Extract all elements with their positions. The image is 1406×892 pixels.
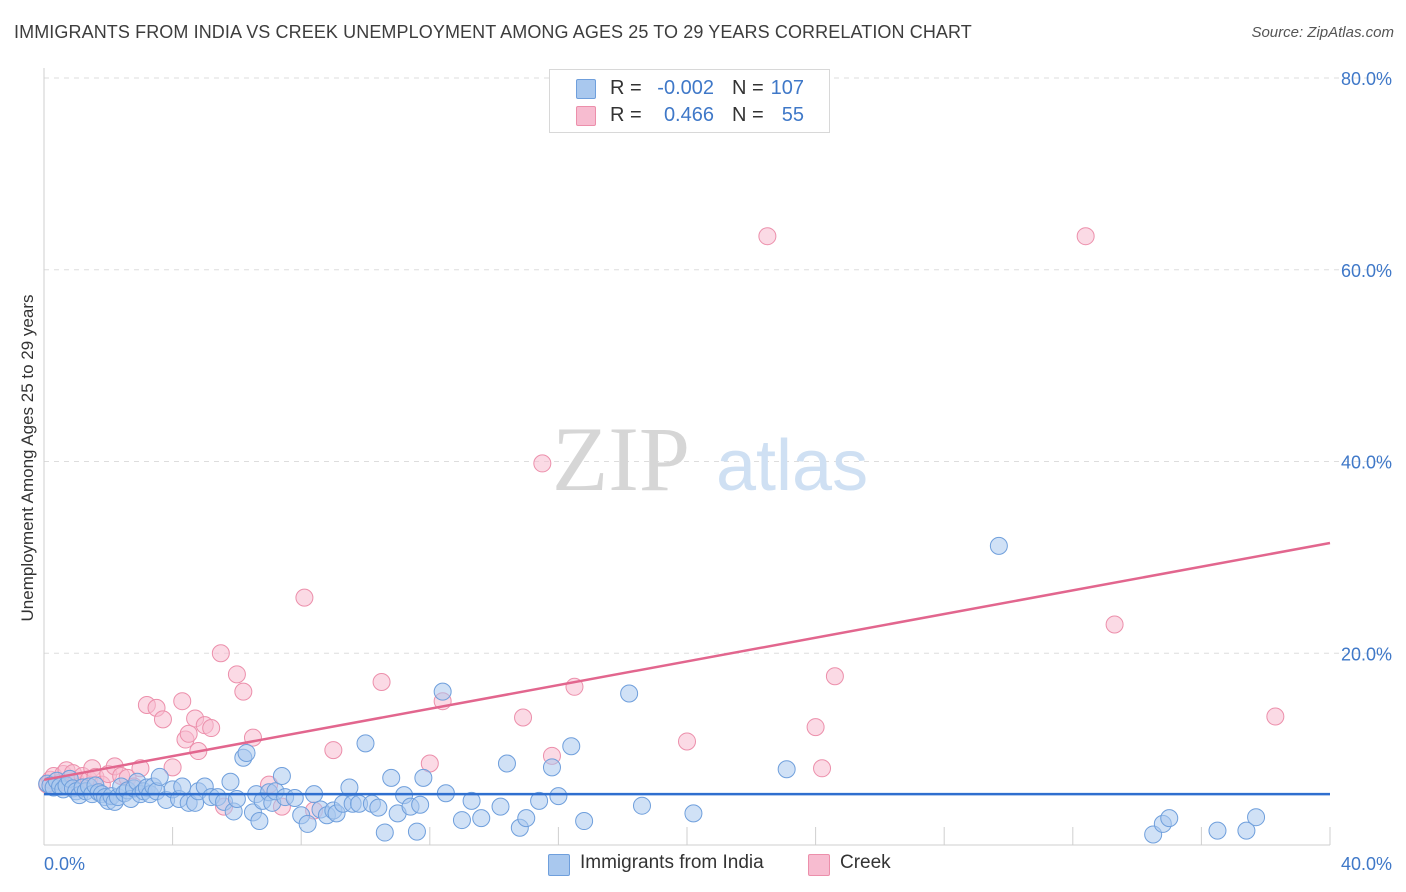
india-point bbox=[620, 684, 639, 703]
correlation-legend: R = -0.002 N = 107 R = 0.466 N = 55 bbox=[549, 69, 830, 133]
creek-point bbox=[179, 724, 198, 743]
india-point bbox=[1208, 821, 1227, 840]
creek-point bbox=[372, 673, 391, 692]
india-point bbox=[285, 789, 304, 808]
india-point bbox=[1237, 821, 1256, 840]
india-point bbox=[414, 768, 433, 787]
creek-point bbox=[1076, 227, 1095, 246]
creek-point bbox=[227, 665, 246, 684]
india-point bbox=[1160, 809, 1179, 828]
creek-point bbox=[295, 588, 314, 607]
creek-point bbox=[825, 667, 844, 686]
y-tick-label: 20.0% bbox=[1341, 644, 1392, 664]
india-point bbox=[237, 743, 256, 762]
watermark-zip: ZIP bbox=[552, 408, 690, 510]
legend-label-creek: Creek bbox=[840, 852, 891, 873]
india-point bbox=[575, 812, 594, 831]
creek-point bbox=[202, 719, 221, 738]
india-point bbox=[369, 798, 388, 817]
india-point bbox=[375, 823, 394, 842]
india-point bbox=[411, 795, 430, 814]
chart-title: IMMIGRANTS FROM INDIA VS CREEK UNEMPLOYM… bbox=[14, 22, 972, 42]
india-point bbox=[407, 822, 426, 841]
legend-n-value-creek: 55 bbox=[781, 104, 804, 126]
creek-point bbox=[678, 732, 696, 751]
india-point bbox=[777, 760, 796, 779]
legend-n-label: N = bbox=[732, 77, 764, 99]
x-tick-label: 0.0% bbox=[44, 854, 85, 874]
legend-r-value-india: -0.002 bbox=[657, 77, 714, 99]
india-point bbox=[684, 804, 703, 823]
india-point bbox=[221, 772, 240, 791]
creek-point bbox=[324, 741, 343, 760]
india-point bbox=[562, 737, 581, 756]
legend-row-india: R = -0.002 N = 107 bbox=[550, 75, 829, 101]
india-point bbox=[150, 767, 169, 786]
legend-r-label: R = bbox=[610, 77, 642, 99]
india-point bbox=[272, 766, 291, 785]
creek-point bbox=[211, 644, 230, 663]
legend-swatch-india bbox=[548, 854, 570, 876]
source-label: Source: ZipAtlas.com bbox=[1251, 24, 1394, 41]
legend-n-value-india: 107 bbox=[770, 77, 804, 99]
legend-n-label: N = bbox=[732, 104, 764, 126]
creek-point bbox=[806, 718, 825, 737]
india-point bbox=[433, 682, 452, 701]
creek-point bbox=[533, 454, 552, 473]
legend-r-label: R = bbox=[610, 104, 642, 126]
y-tick-label: 60.0% bbox=[1341, 261, 1392, 281]
india-point bbox=[542, 758, 561, 777]
creek-trend-line bbox=[43, 541, 1331, 782]
y-tick-label: 80.0% bbox=[1341, 69, 1392, 89]
legend-swatch-creek bbox=[576, 106, 596, 126]
india-point bbox=[497, 754, 516, 773]
india-point bbox=[517, 809, 536, 828]
creek-point bbox=[758, 227, 777, 246]
creek-point bbox=[163, 758, 182, 777]
legend-swatch-creek bbox=[808, 854, 830, 876]
india-point bbox=[356, 734, 375, 753]
legend-row-creek: R = 0.466 N = 55 bbox=[550, 102, 829, 128]
creek-point bbox=[514, 708, 533, 727]
legend-label-india: Immigrants from India bbox=[580, 852, 764, 873]
watermark-atlas: atlas bbox=[716, 426, 868, 506]
india-point bbox=[462, 791, 481, 810]
creek-point bbox=[1105, 615, 1124, 634]
india-point bbox=[250, 812, 269, 831]
india-point bbox=[298, 814, 317, 833]
x-tick-label: 40.0% bbox=[1341, 854, 1392, 874]
creek-point bbox=[153, 710, 172, 729]
india-point bbox=[530, 791, 549, 810]
legend-r-value-creek: 0.466 bbox=[663, 104, 714, 126]
india-point bbox=[491, 797, 510, 816]
india-point bbox=[472, 809, 491, 828]
india-point bbox=[452, 811, 471, 830]
india-point bbox=[632, 796, 651, 815]
india-point bbox=[1247, 808, 1266, 827]
creek-point bbox=[813, 759, 832, 778]
creek-point bbox=[234, 682, 253, 701]
y-tick-label: 40.0% bbox=[1341, 453, 1392, 473]
india-point bbox=[173, 777, 192, 796]
creek-point bbox=[173, 692, 192, 711]
india-point bbox=[989, 536, 1008, 555]
creek-point bbox=[1266, 707, 1285, 726]
india-point bbox=[382, 768, 401, 787]
legend-swatch-india bbox=[576, 79, 596, 99]
india-point bbox=[549, 787, 568, 806]
